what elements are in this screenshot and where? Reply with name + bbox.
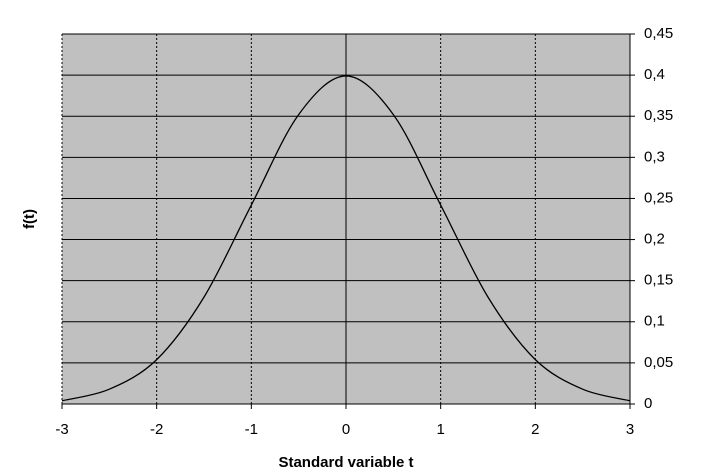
y-tick-label: 0,3 — [644, 148, 665, 165]
y-tick-label: 0,15 — [644, 272, 673, 289]
x-axis-title: Standard variable t — [278, 454, 413, 471]
x-tick-label: -1 — [245, 421, 258, 438]
y-tick-label: 0,05 — [644, 354, 673, 371]
x-tick-label: 1 — [436, 421, 444, 438]
y-tick-label: 0,1 — [644, 313, 665, 330]
x-tick-label: -2 — [150, 421, 163, 438]
y-tick-label: 0,25 — [644, 189, 673, 206]
y-axis-title: f(t) — [21, 209, 38, 229]
curve — [61, 75, 631, 402]
y-tick-label: 0,35 — [644, 107, 673, 124]
y-tick-label: 0 — [644, 395, 652, 412]
x-tick-label: 3 — [626, 421, 634, 438]
y-tick-label: 0,2 — [644, 231, 665, 248]
x-tick-label: 2 — [531, 421, 539, 438]
x-tick-label: 0 — [342, 421, 350, 438]
x-tick-label: -3 — [55, 421, 68, 438]
y-tick-label: 0,4 — [644, 66, 665, 83]
y-tick-label: 0,45 — [644, 25, 673, 42]
